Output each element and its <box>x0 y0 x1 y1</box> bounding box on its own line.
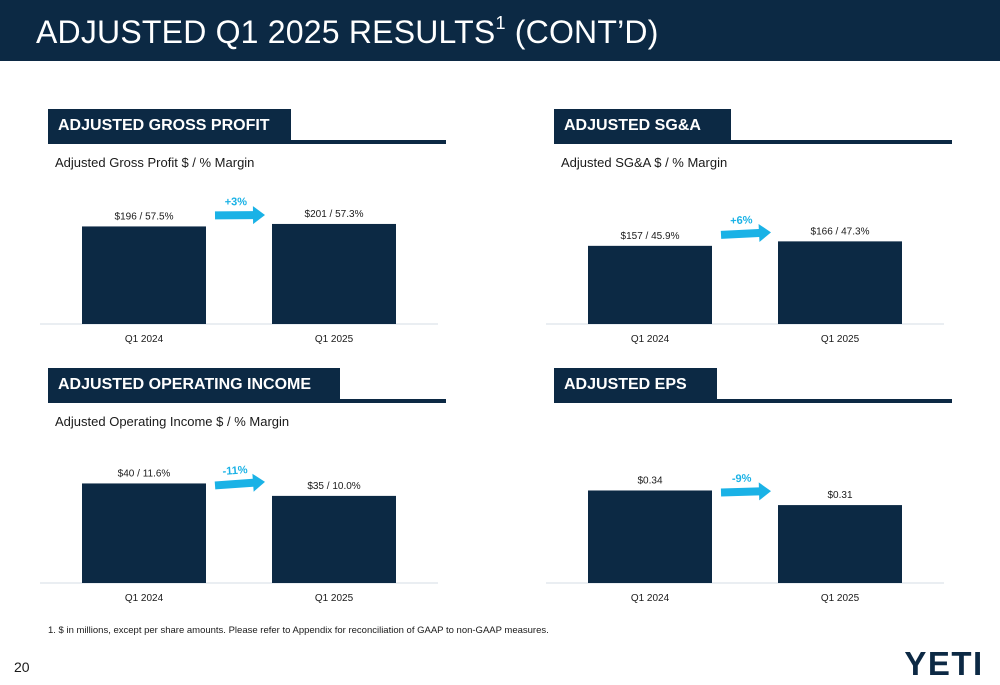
change-label: +6% <box>730 214 753 227</box>
x-tick-label: Q1 2024 <box>631 593 670 604</box>
sga-chart: $157 / 45.9% Q1 2024 $166 / 47.3% Q1 2025 +6… <box>546 214 944 345</box>
panel-heading: ADJUSTED GROSS PROFIT <box>48 109 291 142</box>
change-label-group: -11% <box>222 464 248 478</box>
panel-rule <box>48 140 446 144</box>
x-tick-label: Q1 2025 <box>821 334 860 345</box>
bar <box>272 223 396 324</box>
page-title: ADJUSTED Q1 2025 RESULTS1 (CONT’D) <box>36 13 659 50</box>
x-tick-label: Q1 2025 <box>315 334 354 345</box>
operating-income-chart: $40 / 11.6% Q1 2024 $35 / 10.0% Q1 2025 -11% <box>40 464 438 604</box>
bar-value-label: $166 / 47.3% <box>811 226 870 237</box>
yeti-logo: YETI <box>904 646 983 680</box>
change-arrow-shape <box>720 482 772 501</box>
bar-value-label: $157 / 45.9% <box>621 231 680 242</box>
bar <box>588 245 712 324</box>
panel-gross-profit: ADJUSTED GROSS PROFIT Adjusted Gross Pro… <box>40 109 448 359</box>
bar-value-label: $201 / 57.3% <box>305 209 364 220</box>
bar-value-label: $35 / 10.0% <box>307 481 360 492</box>
change-arrow <box>720 223 772 242</box>
gross-profit-chart: $196 / 57.5% Q1 2024 $201 / 57.3% Q1 2025 +3… <box>40 196 438 345</box>
bar <box>82 226 206 324</box>
change-label-group: +6% <box>730 214 753 227</box>
change-label: -9% <box>732 473 752 486</box>
panel-subtitle: Adjusted Gross Profit $ / % Margin <box>55 155 255 170</box>
bar-value-label: $196 / 57.5% <box>115 211 174 222</box>
change-arrow-shape <box>214 206 266 225</box>
bar-value-label: $0.34 <box>637 475 662 486</box>
logo-text: YETI <box>904 646 983 680</box>
bar-value-label: $40 / 11.6% <box>118 468 171 479</box>
x-tick-label: Q1 2024 <box>125 593 164 604</box>
panel-sga: ADJUSTED SG&A Adjusted SG&A $ / % Margin… <box>546 109 954 359</box>
panel-rule <box>554 399 952 403</box>
bar <box>82 483 206 583</box>
panel-heading: ADJUSTED SG&A <box>554 109 731 142</box>
panel-rule <box>48 399 446 403</box>
change-label-group: -9% <box>732 473 752 486</box>
x-tick-label: Q1 2024 <box>631 334 670 345</box>
panel-rule <box>554 140 952 144</box>
change-arrow <box>720 482 772 501</box>
header-bar <box>0 0 1000 61</box>
change-arrow-shape <box>214 473 266 492</box>
x-tick-label: Q1 2025 <box>315 593 354 604</box>
change-arrow <box>214 473 266 492</box>
panel-eps: ADJUSTED EPS $0.34 Q1 2024 $0.31 Q1 2025 -9% <box>546 368 954 618</box>
change-arrow <box>214 206 266 225</box>
x-tick-label: Q1 2024 <box>125 334 164 345</box>
change-arrow-shape <box>720 223 772 242</box>
page-number: 20 <box>14 659 30 675</box>
panel-subtitle: Adjusted SG&A $ / % Margin <box>561 155 728 170</box>
change-label: -11% <box>222 464 248 478</box>
panel-heading: ADJUSTED OPERATING INCOME <box>48 368 340 401</box>
eps-chart: $0.34 Q1 2024 $0.31 Q1 2025 -9% <box>546 473 944 604</box>
change-label-group: +3% <box>225 196 248 208</box>
panel-operating-income: ADJUSTED OPERATING INCOME Adjusted Opera… <box>40 368 448 618</box>
bar <box>778 241 902 324</box>
bar <box>272 495 396 583</box>
bar <box>778 505 902 583</box>
change-label: +3% <box>225 196 248 208</box>
footnote: 1. $ in millions, except per share amoun… <box>48 625 549 636</box>
panel-heading: ADJUSTED EPS <box>554 368 717 401</box>
bar <box>588 490 712 583</box>
panel-subtitle: Adjusted Operating Income $ / % Margin <box>55 414 290 429</box>
bar-value-label: $0.31 <box>827 490 852 501</box>
x-tick-label: Q1 2025 <box>821 593 860 604</box>
